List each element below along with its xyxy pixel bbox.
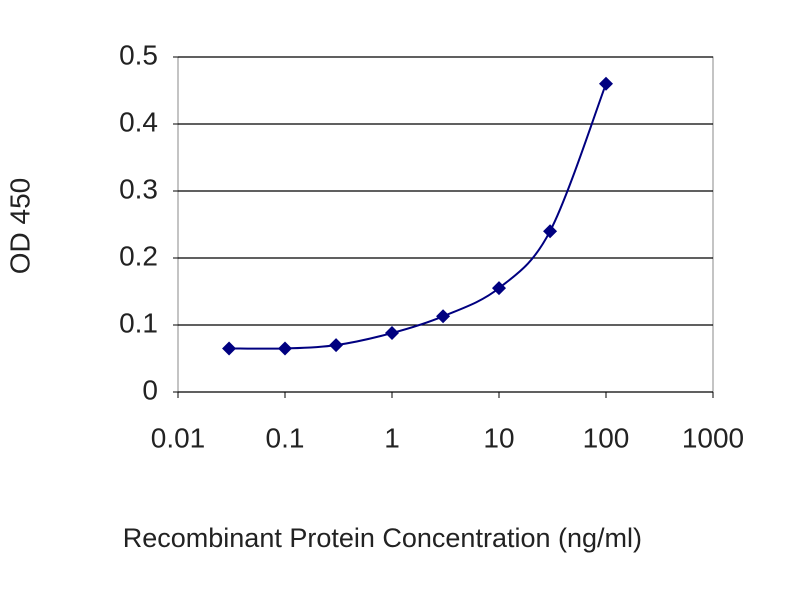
x-axis-label: Recombinant Protein Concentration (ng/ml… [123,523,642,553]
data-point [222,341,237,356]
y-tick-label: 0.3 [119,173,158,204]
data-point [599,76,613,91]
data-point [278,341,292,356]
data-point [543,224,558,239]
data-point [436,309,451,324]
y-axis-label: OD 450 [4,178,35,275]
x-tick-label: 0.01 [151,422,206,453]
y-tick-label: 0 [142,374,158,405]
x-tick-label: 1000 [682,422,744,453]
series-line [229,83,607,350]
y-tick-label: 0.4 [119,106,158,137]
data-point [385,326,399,341]
y-tick-label: 0.5 [119,39,158,70]
x-tick-label: 10 [483,422,514,453]
data-point [329,338,344,353]
x-tick-label: 0.1 [266,422,305,453]
y-tick-label: 0.1 [119,307,158,338]
plot-area [177,56,714,393]
x-tick-label: 100 [583,422,630,453]
x-tick-label: 1 [384,422,400,453]
data-point [492,281,506,296]
y-tick-label: 0.2 [119,240,158,271]
